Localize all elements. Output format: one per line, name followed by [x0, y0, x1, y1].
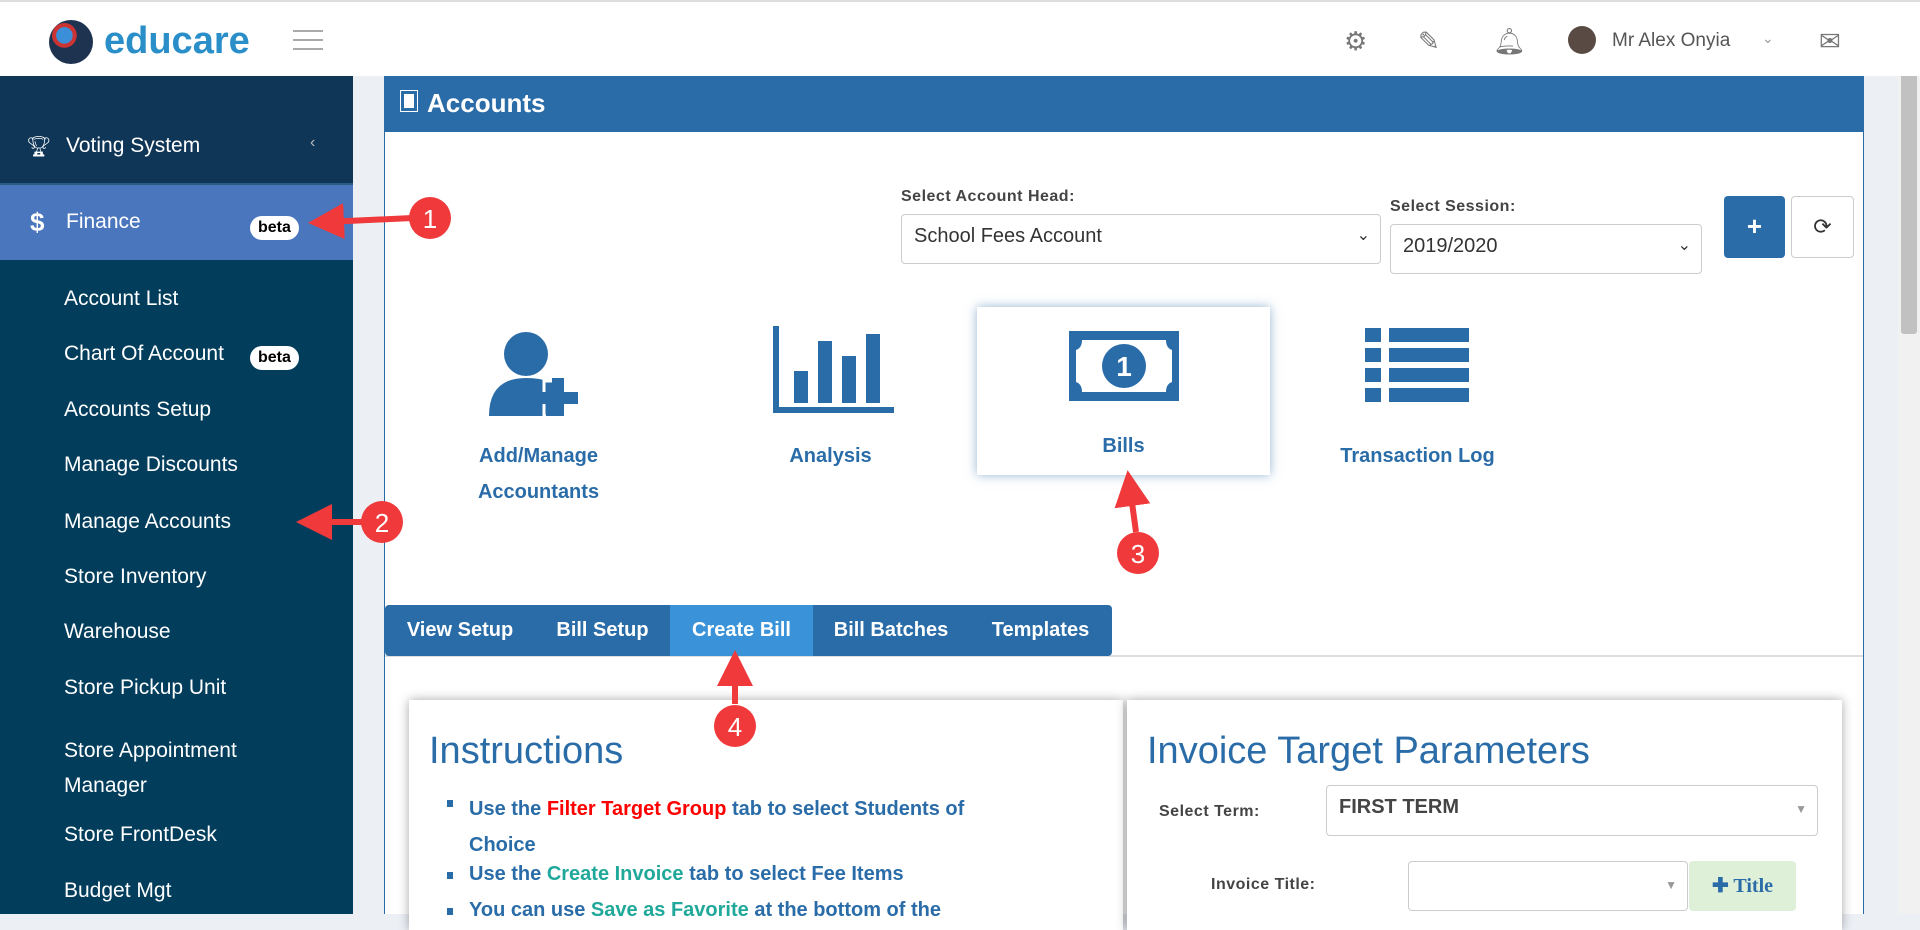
- mail-icon[interactable]: ✉: [1819, 26, 1841, 56]
- tab-bill-batches[interactable]: Bill Batches: [813, 605, 969, 656]
- account-head-label: Select Account Head:: [901, 188, 1075, 205]
- annotation-badge: [714, 705, 756, 747]
- add-button[interactable]: +: [1724, 196, 1785, 258]
- finance-submenu: [0, 260, 353, 914]
- account-head-value: School Fees Account: [914, 225, 1102, 247]
- term-label: Select Term:: [1159, 803, 1260, 820]
- annotation-number: 3: [1131, 539, 1145, 569]
- tab-templates[interactable]: Templates: [969, 605, 1112, 656]
- brand-logo-icon[interactable]: [49, 20, 93, 64]
- instruction-item: Use the Create Invoice tab to select Fee…: [447, 863, 904, 885]
- sidebar-item-store-appointment-manager[interactable]: Store Appointment Manager: [64, 739, 237, 797]
- annotation-badge: [1117, 532, 1159, 574]
- session-label: Select Session:: [1390, 198, 1516, 215]
- tile-label: Analysis: [789, 445, 872, 467]
- instruction-item: Use the Filter Target Group tab to selec…: [447, 791, 1069, 863]
- chevron-down-icon: ⌄: [1356, 227, 1370, 244]
- tile-label: Transaction Log: [1340, 445, 1495, 467]
- sidebar-item-store-pickup-unit[interactable]: Store Pickup Unit: [64, 676, 227, 699]
- sidebar-item-accounts-setup[interactable]: Accounts Setup: [64, 398, 212, 421]
- chevron-down-icon: ⌄: [1677, 237, 1691, 254]
- tab-bill-setup[interactable]: Bill Setup: [535, 605, 670, 656]
- instructions-title: Instructions: [429, 730, 624, 772]
- sidebar-item-chart-of-account[interactable]: Chart Of Account: [64, 342, 224, 365]
- term-value: FIRST TERM: [1339, 796, 1459, 818]
- annotation-badge: [361, 501, 403, 543]
- invoice-title-label: Invoice Title:: [1211, 876, 1316, 893]
- chevron-down-icon: ▼: [1795, 802, 1807, 816]
- dollar-icon: $: [30, 207, 45, 237]
- tile-label: Add/Manage Accountants: [477, 445, 600, 503]
- account-head-select[interactable]: School Fees Account ⌄: [901, 214, 1381, 264]
- sidebar-item-budget-mgt[interactable]: Budget Mgt: [64, 879, 172, 902]
- annotation-arrow: [308, 203, 413, 240]
- sidebar-item-manage-accounts[interactable]: Manage Accounts: [64, 510, 231, 533]
- session-select[interactable]: 2019/2020 ⌄: [1390, 224, 1702, 274]
- sidebar-item-store-inventory[interactable]: Store Inventory: [64, 565, 207, 588]
- annotation-number: 4: [728, 712, 742, 742]
- add-title-button[interactable]: ✚ Title: [1689, 861, 1796, 911]
- invoice-title-select[interactable]: ▼: [1408, 861, 1688, 911]
- tile-bills[interactable]: 1 Bills: [977, 307, 1270, 475]
- refresh-icon: ⟳: [1813, 214, 1832, 239]
- beta-badge: beta: [250, 216, 299, 240]
- sidebar-item-label: Finance: [66, 210, 141, 233]
- sidebar-item-warehouse[interactable]: Warehouse: [64, 620, 171, 643]
- bar-chart-icon: [772, 326, 894, 413]
- tab-view-setup[interactable]: View Setup: [385, 605, 535, 656]
- chevron-down-icon[interactable]: ⌄: [1762, 30, 1774, 46]
- sidebar-item-finance[interactable]: $ Finance beta: [0, 185, 353, 260]
- invoice-title-heading: Invoice Target Parameters: [1147, 730, 1590, 772]
- chevron-left-icon: ‹: [310, 134, 316, 151]
- gear-icon[interactable]: ⚙: [1344, 26, 1368, 56]
- tile-transaction-log[interactable]: Transaction Log: [1271, 326, 1564, 474]
- brand-name[interactable]: educare: [104, 20, 250, 62]
- chevron-down-icon: ▼: [1665, 878, 1677, 892]
- list-icon: [1364, 328, 1469, 402]
- annotation-badge: [409, 197, 451, 239]
- svg-text:1: 1: [1116, 351, 1132, 382]
- session-value: 2019/2020: [1403, 235, 1498, 257]
- top-header: educare ⚙ ✎ 🔔︎ Mr Alex Onyia ⌄ ✉: [0, 0, 1920, 76]
- trophy-icon: 🏆︎: [26, 136, 52, 158]
- tile-analysis[interactable]: Analysis: [684, 326, 977, 474]
- annotation-arrow: [1114, 470, 1151, 533]
- money-bill-icon: 1: [1068, 331, 1179, 401]
- add-user-icon: [488, 332, 578, 418]
- user-name[interactable]: Mr Alex Onyia: [1612, 30, 1731, 51]
- list-icon: [400, 90, 418, 112]
- tab-create-bill[interactable]: Create Bill: [670, 605, 813, 656]
- bell-icon[interactable]: 🔔︎: [1493, 26, 1527, 56]
- tile-add-manage-accountants[interactable]: Add/Manage Accountants: [392, 326, 685, 510]
- sidebar: 🏆︎ Voting System ‹ $ Finance beta Accoun…: [0, 76, 353, 914]
- sidebar-item-label: Voting System: [66, 134, 201, 157]
- refresh-button[interactable]: ⟳: [1791, 196, 1854, 258]
- tab-divider: [385, 655, 1863, 657]
- sidebar-item-voting-system[interactable]: 🏆︎ Voting System ‹: [0, 112, 353, 182]
- term-select[interactable]: FIRST TERM ▼: [1326, 785, 1818, 836]
- invoice-parameters-card: Invoice Target Parameters Select Term: F…: [1127, 700, 1842, 930]
- sidebar-item-manage-discounts[interactable]: Manage Discounts: [64, 453, 238, 476]
- sidebar-item-account-list[interactable]: Account List: [64, 287, 179, 310]
- sidebar-item-store-frontdesk[interactable]: Store FrontDesk: [64, 823, 217, 846]
- panel-header: Accounts: [385, 76, 1863, 132]
- beta-badge: beta: [250, 346, 299, 370]
- plus-icon: ✚: [1711, 875, 1729, 897]
- instructions-card: Instructions Use the Filter Target Group…: [409, 700, 1123, 930]
- page-title: Accounts: [427, 88, 546, 118]
- edit-icon[interactable]: ✎: [1418, 26, 1440, 56]
- tile-label: Bills: [1102, 435, 1145, 457]
- avatar[interactable]: [1568, 26, 1596, 54]
- menu-toggle-icon[interactable]: [293, 30, 323, 50]
- annotation-number: 2: [375, 508, 389, 538]
- annotation-number: 1: [423, 204, 437, 234]
- scrollbar[interactable]: [1898, 60, 1920, 914]
